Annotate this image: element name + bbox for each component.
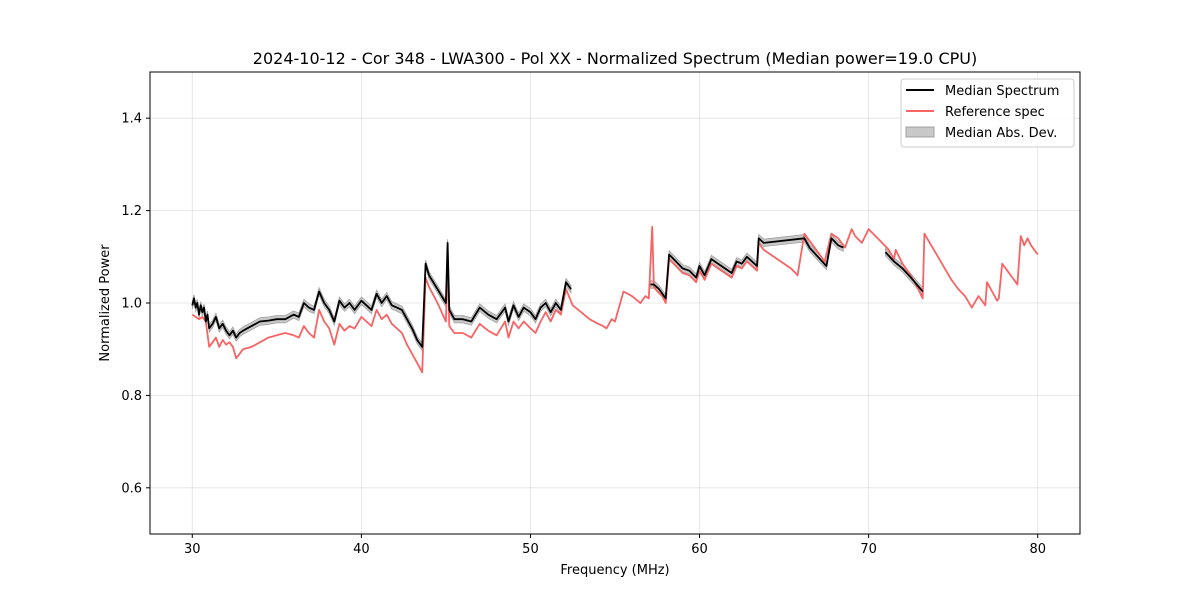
y-axis-label: Normalized Power: [98, 244, 113, 362]
axis-ticks: 30 40 50 60 70 80 0.6 0.8 1.0 1.2 1.4: [121, 112, 1046, 557]
y-tick-label: 1.4: [121, 112, 142, 127]
legend-mad-swatch: [905, 126, 935, 138]
median-spectrum-line: [884, 251, 924, 293]
x-tick-label: 70: [860, 542, 877, 557]
x-axis-label: Frequency (MHz): [560, 563, 669, 578]
y-tick-label: 0.6: [121, 481, 142, 496]
legend-mad-label: Median Abs. Dev.: [945, 126, 1057, 141]
reference-spectrum-line: [191, 225, 1039, 374]
x-tick-label: 30: [184, 542, 201, 557]
x-tick-label: 40: [353, 542, 370, 557]
chart-title: 2024-10-12 - Cor 348 - LWA300 - Pol XX -…: [253, 49, 977, 68]
median-spectrum-line: [191, 242, 572, 348]
x-tick-label: 50: [522, 542, 539, 557]
legend: Median Spectrum Reference spec Median Ab…: [900, 78, 1075, 148]
legend-median-label: Median Spectrum: [945, 84, 1059, 99]
x-tick-label: 80: [1029, 542, 1046, 557]
mad-band-segment: [191, 239, 572, 352]
legend-reference-label: Reference spec: [945, 105, 1045, 120]
x-tick-label: 60: [691, 542, 708, 557]
y-tick-label: 0.8: [121, 389, 142, 404]
y-tick-label: 1.2: [121, 204, 142, 219]
legend-box: [900, 78, 1075, 148]
series-lines: [191, 225, 1039, 374]
median-spectrum-line: [650, 237, 844, 300]
y-tick-label: 1.0: [121, 297, 142, 312]
